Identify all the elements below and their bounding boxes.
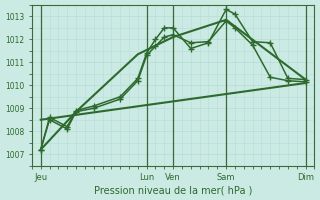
X-axis label: Pression niveau de la mer( hPa ): Pression niveau de la mer( hPa )	[94, 185, 252, 195]
